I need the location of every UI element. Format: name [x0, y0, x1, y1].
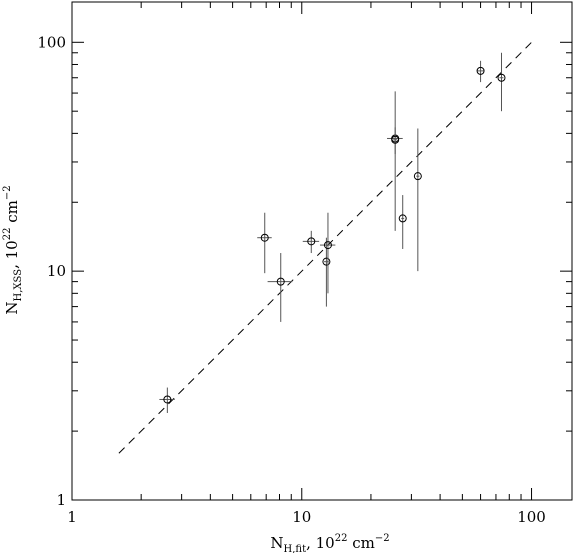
data-point [497, 52, 506, 112]
data-point [302, 230, 320, 254]
x-tick-label: 10 [292, 508, 311, 526]
point-marker [413, 172, 422, 181]
data-point [322, 237, 331, 307]
point-marker [323, 241, 332, 250]
data-point [476, 60, 485, 83]
data-point [267, 253, 293, 322]
plot-frame [71, 1, 573, 501]
point-marker [260, 233, 269, 242]
y-tick-label: 100 [37, 33, 66, 51]
point-marker [398, 214, 407, 223]
data-points [159, 52, 506, 413]
point-marker [497, 73, 506, 82]
point-marker [163, 395, 172, 404]
point-marker [276, 277, 285, 286]
data-point [413, 128, 422, 272]
y-tick-label: 1 [56, 491, 66, 509]
point-marker [391, 135, 400, 144]
y-tick-label: 10 [47, 262, 66, 280]
data-point [159, 387, 175, 413]
data-point [391, 127, 400, 155]
point-marker [307, 237, 316, 246]
axis-ticks [71, 2, 572, 501]
x-tick-label: 100 [517, 508, 546, 526]
data-point [387, 91, 403, 231]
data-point [398, 195, 407, 249]
data-point [319, 212, 336, 294]
tick-labels: 1 10 100 1 10 100 [37, 33, 546, 526]
x-axis-label: NH,fit, 1022 cm−2 [270, 533, 389, 553]
y-axis-label: NH,XSS, 1022 cm−2 [2, 185, 24, 314]
point-marker [322, 257, 331, 266]
x-tick-label: 1 [67, 508, 77, 526]
point-marker [476, 66, 485, 75]
data-point [257, 212, 272, 274]
